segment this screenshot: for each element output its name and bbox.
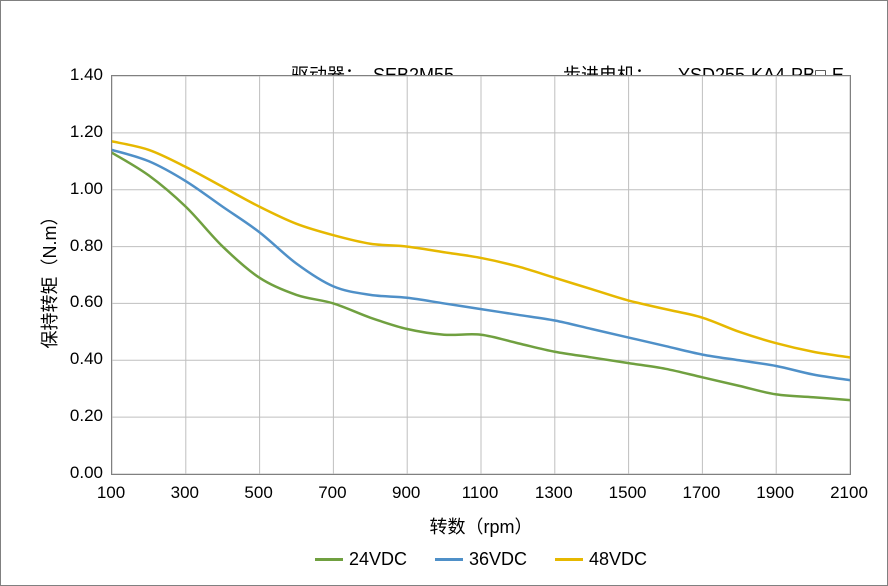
x-tick-label: 900 <box>376 483 436 503</box>
legend: 24VDC 36VDC 48VDC <box>111 545 851 570</box>
x-tick-label: 1300 <box>524 483 584 503</box>
legend-label: 48VDC <box>589 549 647 570</box>
chart-svg <box>112 76 850 474</box>
x-tick-label: 500 <box>229 483 289 503</box>
x-tick-label: 2100 <box>819 483 879 503</box>
x-tick-label: 300 <box>155 483 215 503</box>
y-tick-label: 1.20 <box>45 122 103 142</box>
y-tick-label: 0.00 <box>45 463 103 483</box>
y-tick-label: 0.80 <box>45 236 103 256</box>
legend-item-24VDC: 24VDC <box>315 549 407 570</box>
x-tick-label: 700 <box>302 483 362 503</box>
x-tick-label: 100 <box>81 483 141 503</box>
x-tick-label: 1700 <box>671 483 731 503</box>
plot-wrapper: 保持转矩（N.m） 0.000.200.400.600.801.001.201.… <box>1 65 888 586</box>
y-tick-label: 1.40 <box>45 65 103 85</box>
x-tick-label: 1100 <box>450 483 510 503</box>
chart-container: 驱动器： SEB2M55 步进电机： YSD255-KA4-PB□-E 电 流：… <box>0 0 888 586</box>
legend-swatch <box>315 558 343 561</box>
x-axis-label: 转数（rpm） <box>111 513 851 539</box>
legend-swatch <box>555 558 583 561</box>
legend-swatch <box>435 558 463 561</box>
y-tick-label: 1.00 <box>45 179 103 199</box>
plot-area <box>111 75 851 475</box>
y-tick-label: 0.40 <box>45 349 103 369</box>
x-tick-label: 1500 <box>598 483 658 503</box>
x-tick-label: 1900 <box>745 483 805 503</box>
legend-label: 24VDC <box>349 549 407 570</box>
y-tick-label: 0.20 <box>45 406 103 426</box>
legend-item-48VDC: 48VDC <box>555 549 647 570</box>
legend-label: 36VDC <box>469 549 527 570</box>
legend-item-36VDC: 36VDC <box>435 549 527 570</box>
y-tick-label: 0.60 <box>45 292 103 312</box>
